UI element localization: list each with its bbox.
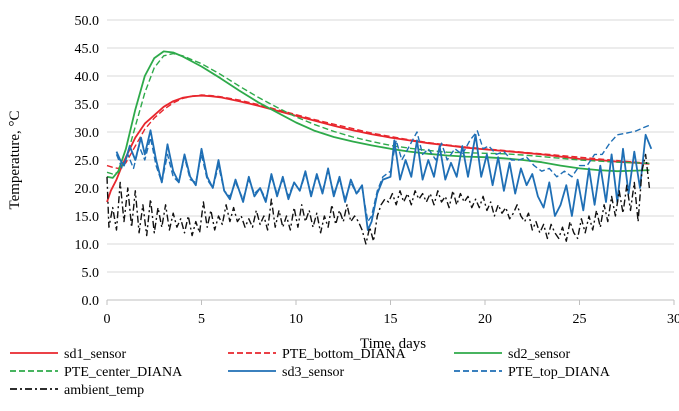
y-tick-label: 45.0 xyxy=(75,42,100,57)
x-tick-label: 5 xyxy=(198,312,205,327)
legend-sd3-sensor-label: sd3_sensor xyxy=(282,365,345,380)
series-line-ambient-temp xyxy=(106,153,651,245)
legend-pte-bottom-diana-label: PTE_bottom_DIANA xyxy=(282,347,407,362)
series-line-pte-bottom-diana xyxy=(106,94,650,170)
x-tick-label: 25 xyxy=(573,312,587,327)
x-tick-label: 10 xyxy=(289,312,303,327)
y-axis: 0.0 5.0 10.0 15.0 20.0 25.0 30.0 35.0 40.0 45.0 50… xyxy=(75,14,100,309)
legend-ambient-temp-label: ambient_temp xyxy=(64,383,144,398)
y-tick-label: 15.0 xyxy=(75,210,100,225)
series-line-pte-top-diana xyxy=(115,124,650,223)
series-line-sd2-sensor xyxy=(106,50,650,179)
y-tick-label: 50.0 xyxy=(75,14,100,29)
legend-pte-center-diana-label: PTE_center_DIANA xyxy=(64,365,183,380)
series-lines xyxy=(106,50,653,245)
legend: sd1_sensor PTE_bottom_DIANA sd2_sensor PTE_… xyxy=(10,347,611,398)
series-line-sd1-sensor xyxy=(106,94,650,203)
x-tick-label: 15 xyxy=(384,312,398,327)
y-tick-label: 0.0 xyxy=(82,294,100,309)
x-tick-label: 20 xyxy=(478,312,492,327)
y-tick-label: 20.0 xyxy=(75,182,100,197)
x-axis: 0 5 10 15 20 25 30 xyxy=(104,299,679,327)
y-tick-label: 35.0 xyxy=(75,98,100,113)
y-tick-label: 25.0 xyxy=(75,154,100,169)
series-line-sd3-sensor xyxy=(115,129,653,231)
x-axis-title: Time, days xyxy=(360,336,426,352)
series-line-pte-center-diana xyxy=(106,52,650,175)
y-axis-title: Temperature, °C xyxy=(7,110,23,209)
x-tick-label: 0 xyxy=(104,312,111,327)
x-tick-label: 30 xyxy=(667,312,679,327)
y-tick-label: 10.0 xyxy=(75,238,100,253)
legend-sd2-sensor-label: sd2_sensor xyxy=(508,347,571,362)
y-tick-label: 30.0 xyxy=(75,126,100,141)
legend-pte-top-diana-label: PTE_top_DIANA xyxy=(508,365,611,380)
y-tick-label: 40.0 xyxy=(75,70,100,85)
legend-sd1-sensor-label: sd1_sensor xyxy=(64,347,127,362)
y-tick-label: 5.0 xyxy=(82,266,100,281)
